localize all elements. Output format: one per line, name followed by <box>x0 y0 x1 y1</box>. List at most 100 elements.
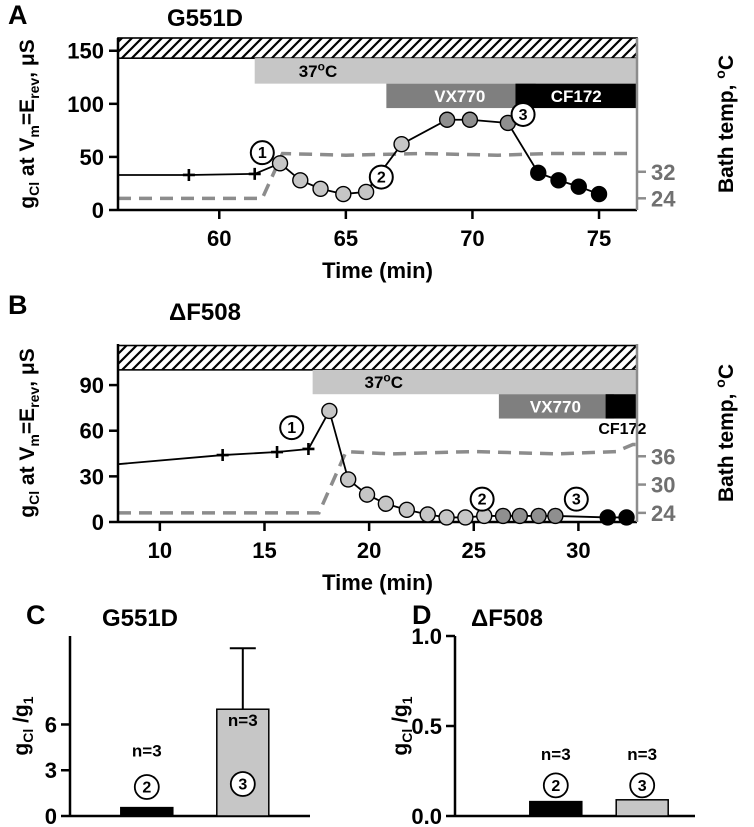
text-run: 30 <box>80 464 104 489</box>
data-point <box>419 506 436 523</box>
right-tick-label: 32 <box>651 160 675 185</box>
left-y-axis-label: gCl at Vm=Erev, μS <box>16 39 42 208</box>
text-run: Cl <box>399 729 415 743</box>
text-run: g <box>10 743 33 756</box>
phase-number-circle <box>368 164 394 190</box>
phase-number-circle <box>469 486 495 512</box>
text-run: 25 <box>462 538 486 563</box>
data-point <box>457 509 474 526</box>
data-point <box>321 402 338 420</box>
x-axis-label: Time (min) <box>322 258 433 283</box>
data-point <box>461 111 479 128</box>
n-label: n=3 <box>132 742 162 761</box>
text-run: n=3 <box>627 745 657 764</box>
text-run: at V <box>16 447 39 491</box>
y-tick-label: 150 <box>67 39 104 64</box>
text-run: G551D <box>167 5 243 32</box>
data-point <box>570 178 587 195</box>
text-run: C <box>715 55 738 70</box>
text-run: n=3 <box>228 711 258 730</box>
data-point <box>358 486 376 503</box>
data-point <box>393 135 410 153</box>
text-run: o <box>318 59 325 73</box>
text-run: n=3 <box>132 742 162 761</box>
text-run: C <box>391 373 403 392</box>
plus-marker <box>216 449 229 462</box>
data-point <box>357 183 375 201</box>
text-run: 2 <box>478 492 487 509</box>
text-run: 150 <box>67 39 104 64</box>
y-axis-label: gCl /g1 <box>389 696 415 755</box>
text-run: 3 <box>572 492 581 509</box>
panel-letter-d: D <box>412 600 432 630</box>
phase-number-label: 1 <box>258 145 267 162</box>
text-run: , μS <box>16 348 39 387</box>
panel-letter-b: B <box>8 290 28 320</box>
treatment-bar-outside-label: CF172 <box>598 421 646 438</box>
text-run: Time (min) <box>322 570 433 595</box>
n-label: n=3 <box>228 711 258 730</box>
text-run: 24 <box>651 501 676 526</box>
data-point <box>590 185 608 203</box>
bar <box>120 806 174 817</box>
bar <box>615 799 669 817</box>
data-point <box>494 507 512 525</box>
text-run: Cl <box>20 729 36 743</box>
data-point <box>438 111 456 128</box>
text-run: 10 <box>148 538 172 563</box>
x-tick-label: 25 <box>462 538 486 563</box>
text-run: rev <box>26 387 42 408</box>
text-run: 3 <box>238 776 247 793</box>
x-tick-label: 75 <box>587 226 611 251</box>
n-label: n=3 <box>627 745 657 764</box>
text-run: n=3 <box>541 745 571 764</box>
text-run: VX770 <box>434 87 485 106</box>
text-run: G551D <box>102 605 178 632</box>
chart-title: ΔF508 <box>471 605 543 632</box>
text-run: 1.0 <box>411 624 442 649</box>
text-run: C <box>325 62 337 81</box>
phase-number-label: 2 <box>142 780 151 797</box>
plus-marker <box>302 442 315 455</box>
data-point <box>550 172 567 189</box>
data-point <box>530 507 547 525</box>
text-run: /g <box>10 704 33 729</box>
data-point <box>340 471 357 488</box>
phase-number-circle <box>279 415 305 441</box>
text-run: 37 <box>365 373 384 392</box>
text-run: =E <box>16 99 39 125</box>
text-run: 90 <box>80 373 104 398</box>
text-run: 3 <box>45 758 57 783</box>
text-run: CF172 <box>551 87 602 106</box>
text-run: Cl <box>26 182 42 196</box>
x-tick-label: 10 <box>148 538 172 563</box>
treatment-bar-label: 37oC <box>299 59 338 80</box>
conductance-trace <box>118 118 600 195</box>
data-point <box>530 164 547 182</box>
text-run: 6 <box>45 712 57 737</box>
text-run: ΔF508 <box>169 299 241 326</box>
data-point <box>292 172 309 189</box>
x-tick-label: 15 <box>252 538 276 563</box>
plus-marker <box>271 446 284 459</box>
text-run: at V <box>16 138 39 182</box>
text-run: 65 <box>334 226 358 251</box>
y-tick-label: 1.0 <box>411 624 442 649</box>
phase-number-label: 1 <box>287 420 296 437</box>
text-run: 1 <box>20 696 36 704</box>
bar <box>216 708 270 817</box>
text-run: 24 <box>651 186 676 211</box>
text-run: 30 <box>566 538 590 563</box>
y-tick-label: 3 <box>45 758 57 783</box>
y-tick-label: 0.0 <box>411 804 442 827</box>
right-tick-label: 24 <box>651 501 676 526</box>
text-run: 0.0 <box>411 804 442 827</box>
chart-title: G551D <box>167 5 243 32</box>
text-run: , μS <box>16 39 39 78</box>
text-run: 0.5 <box>411 714 442 739</box>
x-axis-label: Time (min) <box>322 570 433 595</box>
text-run: /g <box>389 704 412 729</box>
